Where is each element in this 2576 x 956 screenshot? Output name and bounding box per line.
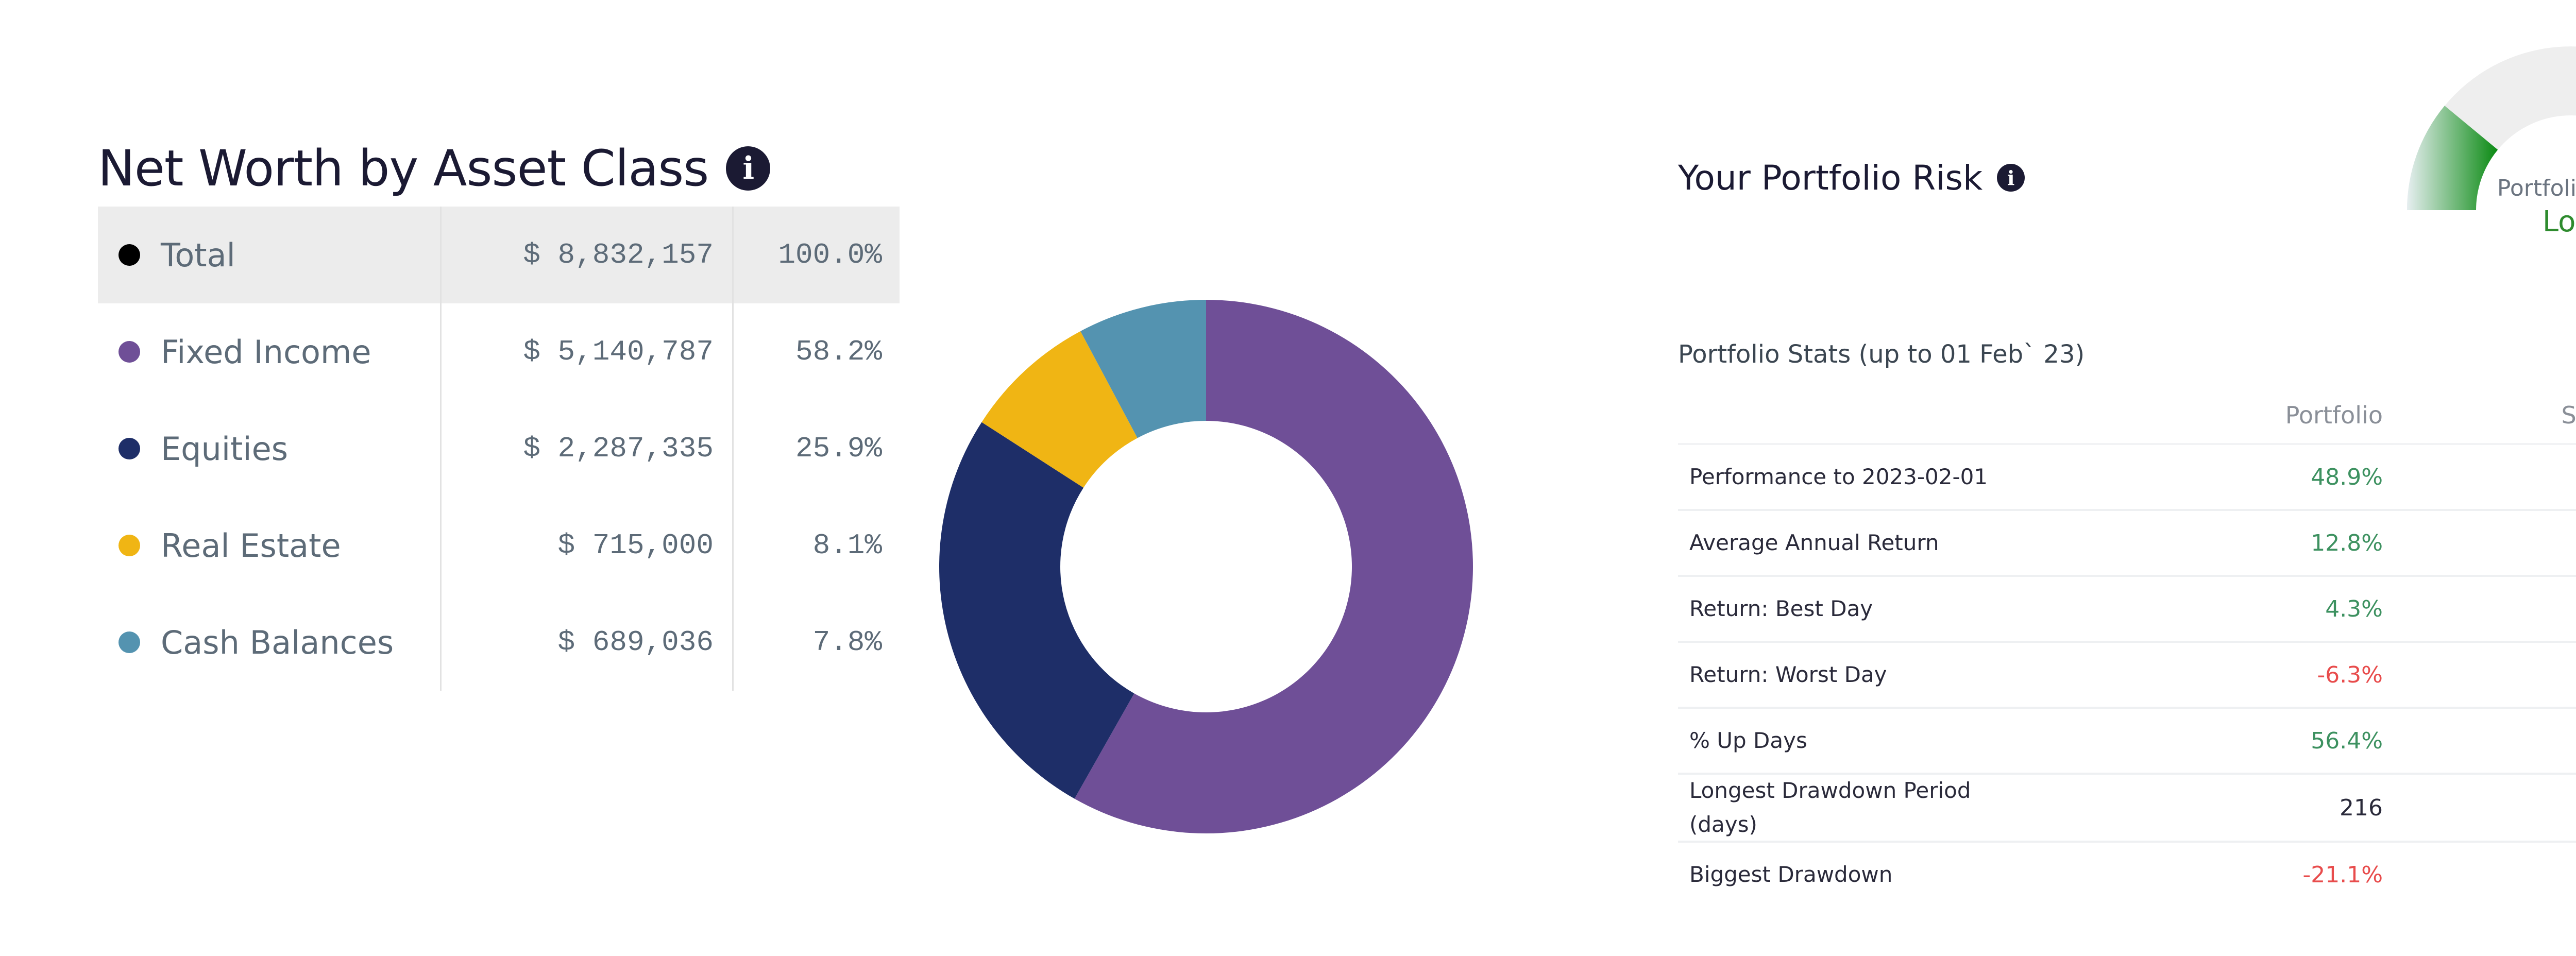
stat-portfolio-value: -21.1%	[2302, 861, 2383, 888]
stat-index-value: 37.4%	[2383, 464, 2576, 490]
stat-portfolio-value: 4.3%	[2325, 595, 2383, 622]
portfolio-risk-title: Your Portfolio Risk i	[1678, 155, 2025, 201]
stats-heading: Portfolio Stats (up to 01 Feb` 23)	[1678, 340, 2085, 369]
info-icon[interactable]: i	[726, 146, 771, 191]
stat-label: Average Annual Return	[1689, 530, 1939, 555]
stat-portfolio-value: 56.4%	[2311, 727, 2383, 754]
legend-dot-icon	[118, 341, 140, 363]
table-row: Fixed Income $ 5,140,787 58.2%	[98, 303, 900, 400]
risk-gauge	[2407, 46, 2576, 210]
stats-row: Return: Worst Day -6.3%-12.0%	[1678, 643, 2576, 709]
asset-percent: 100.0%	[778, 238, 882, 271]
stat-label: Biggest Drawdown	[1689, 862, 1893, 887]
stat-label: Return: Best Day	[1689, 596, 1873, 621]
net-worth-title-text: Net Worth by Asset Class	[98, 140, 709, 197]
net-worth-title: Net Worth by Asset Class i	[98, 135, 771, 202]
asset-percent: 58.2%	[795, 335, 882, 368]
stat-index-value: 9.4%	[2383, 596, 2576, 622]
column-header-portfolio: Portfolio	[2285, 401, 2383, 429]
stat-index-value: 51.3%	[2383, 728, 2576, 754]
stat-portfolio-value: 12.8%	[2311, 530, 2383, 556]
stat-label: % Up Days	[1689, 728, 1807, 753]
asset-label: Fixed Income	[161, 333, 371, 371]
stat-label: Return: Worst Day	[1689, 662, 1887, 687]
stats-header-row: Portfolio S&P 500 Index	[1678, 387, 2576, 445]
asset-value: $ 2,287,335	[523, 432, 714, 465]
stat-index-value: 282	[2383, 795, 2576, 821]
asset-value: $ 689,036	[557, 626, 714, 659]
asset-percent: 25.9%	[795, 432, 882, 465]
asset-label: Equities	[161, 430, 289, 468]
table-row: Real Estate $ 715,000 8.1%	[98, 497, 900, 594]
asset-value: $ 8,832,157	[523, 238, 714, 271]
donut-segment-fixed-income[interactable]	[1074, 300, 1473, 833]
asset-donut-chart[interactable]	[939, 299, 1473, 834]
portfolio-stats-table: Portfolio S&P 500 Index Performance to 2…	[1678, 387, 2576, 907]
legend-dot-icon	[118, 535, 140, 556]
donut-segment-cash-balances[interactable]	[1080, 300, 1206, 438]
legend-dot-icon	[118, 244, 140, 266]
stat-index-value: 10.1%	[2383, 530, 2576, 556]
stat-portfolio-value: 48.9%	[2311, 464, 2383, 490]
stat-label: Performance to 2023-02-01	[1689, 464, 1988, 489]
stats-row: Biggest Drawdown -21.1%-33.9%	[1678, 843, 2576, 907]
portfolio-risk-title-text: Your Portfolio Risk	[1678, 158, 1983, 198]
stat-portfolio-value: 216	[2340, 794, 2383, 821]
info-icon[interactable]: i	[1997, 164, 2025, 192]
risk-level-value: Low	[2542, 205, 2576, 238]
gauge-fill	[2407, 106, 2498, 210]
donut-segment-real-estate[interactable]	[981, 331, 1138, 488]
table-row-total: Total $ 8,832,157 100.0%	[98, 207, 900, 303]
legend-dot-icon	[118, 438, 140, 459]
table-row: Cash Balances $ 689,036 7.8%	[98, 594, 900, 691]
stat-portfolio-value: -6.3%	[2317, 661, 2383, 688]
asset-label: Cash Balances	[161, 623, 394, 661]
stats-row: % Up Days 56.4%51.3%	[1678, 709, 2576, 775]
column-header-sp500: S&P 500 Index	[2561, 401, 2576, 429]
net-worth-table: Total $ 8,832,157 100.0% Fixed Income $ …	[98, 207, 900, 691]
stat-index-value: -12.0%	[2383, 662, 2576, 688]
legend-dot-icon	[118, 631, 140, 653]
asset-label: Real Estate	[161, 526, 341, 565]
table-row: Equities $ 2,287,335 25.9%	[98, 400, 900, 497]
asset-value: $ 715,000	[557, 529, 714, 562]
asset-percent: 7.8%	[812, 626, 882, 659]
stat-label: Longest Drawdown Period (days)	[1689, 778, 1971, 837]
stats-row: Return: Best Day 4.3%9.4%	[1678, 577, 2576, 643]
gauge-caption: Portfolio Risk	[2497, 175, 2576, 201]
asset-value: $ 5,140,787	[523, 335, 714, 368]
asset-label: Total	[161, 236, 235, 274]
stat-index-value: -33.9%	[2383, 862, 2576, 888]
donut-segment-equities[interactable]	[939, 422, 1134, 799]
asset-percent: 8.1%	[812, 529, 882, 562]
stats-row: Longest Drawdown Period (days) 216282	[1678, 775, 2576, 843]
stats-row: Performance to 2023-02-01 48.9%37.4%	[1678, 445, 2576, 511]
stats-row: Average Annual Return 12.8%10.1%	[1678, 511, 2576, 577]
